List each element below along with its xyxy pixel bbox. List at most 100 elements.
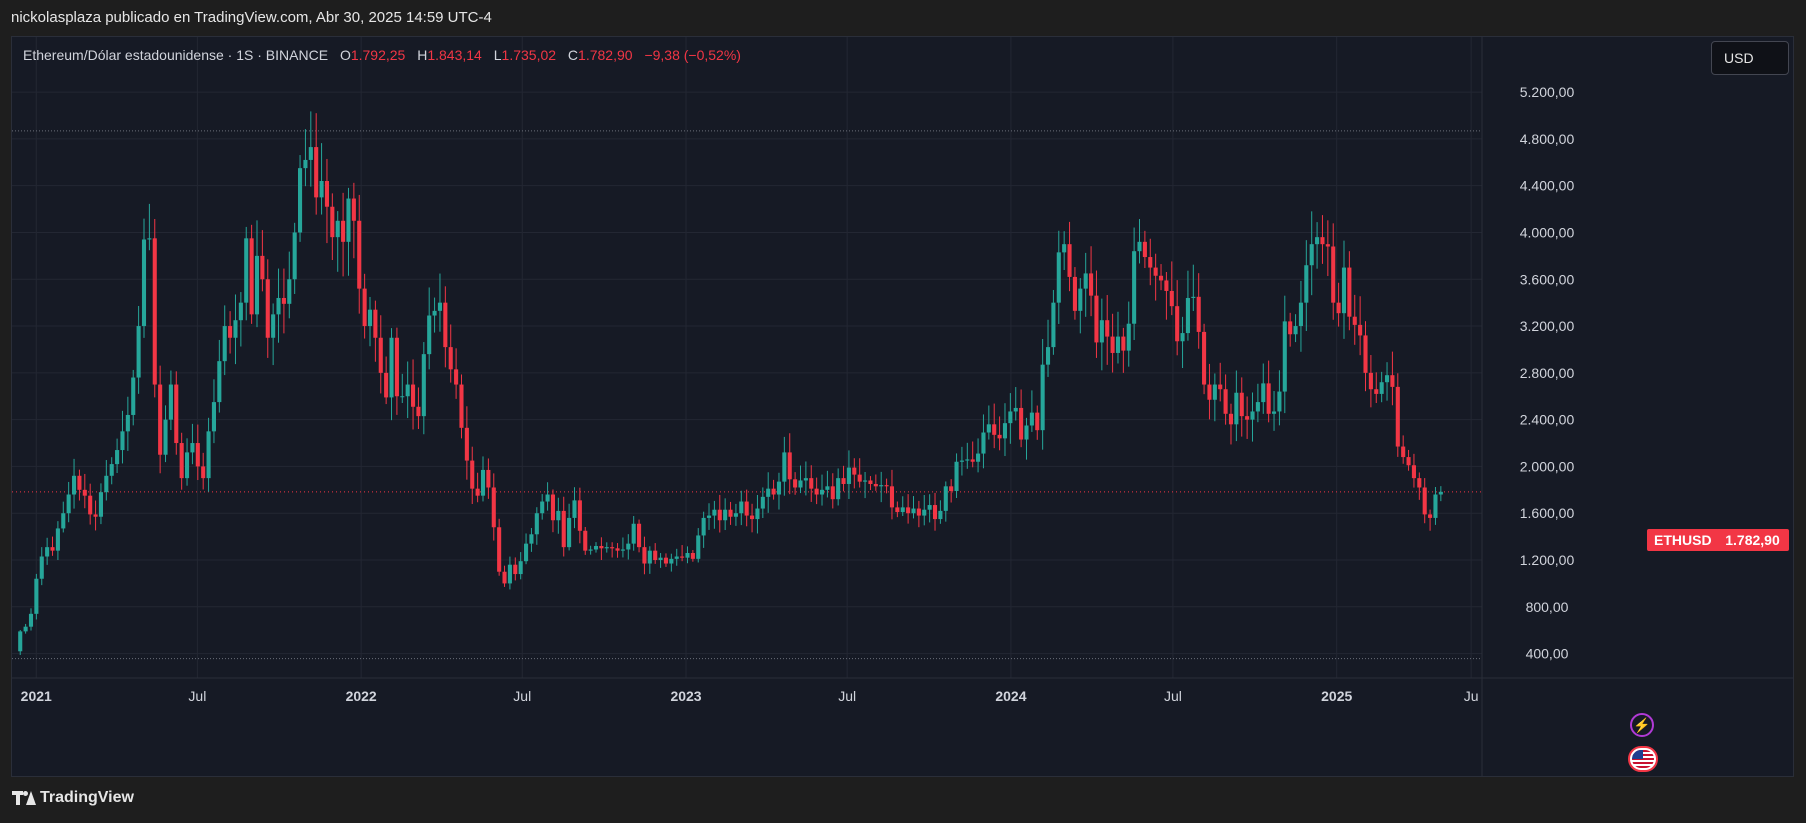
candle-body — [739, 501, 744, 514]
candle-body — [1067, 244, 1072, 277]
price-tick-label: 800,00 — [1526, 599, 1569, 615]
brand-name: TradingView — [40, 789, 134, 806]
price-tick-label: 3.600,00 — [1520, 271, 1575, 287]
candle-body — [367, 309, 373, 327]
candle-body — [846, 467, 851, 484]
candle-body — [254, 255, 260, 315]
time-tick-label: Jul — [513, 688, 531, 704]
candle-body — [986, 424, 991, 433]
candle-body — [421, 354, 426, 417]
candle-body — [911, 508, 916, 514]
price-tick-label: 2.800,00 — [1520, 365, 1575, 381]
candle-body — [959, 460, 964, 462]
price-chart[interactable]: 400,00 800,00 1.200,00 1.600,00 2.000,00 2.40… — [12, 37, 1793, 776]
candle-body — [28, 613, 34, 627]
candle-body — [174, 384, 179, 444]
candle-body — [825, 486, 830, 490]
candle-body — [868, 480, 873, 484]
candle-body — [98, 492, 103, 517]
candle-body — [604, 547, 609, 549]
candle-body — [1395, 386, 1400, 447]
candle-body — [454, 369, 459, 385]
candle-body — [949, 486, 954, 491]
candle-body — [319, 181, 324, 198]
legend-change: −9,38 (−0,52%) — [644, 47, 741, 63]
candle-body — [1379, 382, 1384, 394]
candle-body — [1019, 407, 1024, 440]
candle-body — [906, 507, 911, 514]
candle-body — [1422, 487, 1427, 515]
candle-body — [233, 320, 238, 338]
candle-body — [131, 377, 136, 415]
candle-body — [696, 535, 701, 559]
candle-body — [201, 466, 206, 479]
candle-body — [39, 556, 44, 579]
candle-body — [464, 427, 469, 461]
candle-body — [895, 507, 900, 513]
candle-body — [954, 461, 959, 491]
candle-body — [1002, 423, 1008, 439]
candle-body — [378, 337, 383, 373]
chart-frame[interactable]: 400,00 800,00 1.200,00 1.600,00 2.000,00 2.40… — [11, 36, 1794, 777]
candle-body — [529, 534, 534, 544]
lightning-icon[interactable]: ⚡ — [1630, 713, 1654, 737]
candle-body — [1255, 402, 1260, 412]
candle-body — [814, 488, 819, 495]
candle-body — [66, 494, 71, 514]
candle-body — [190, 443, 195, 453]
candle-body — [1115, 336, 1121, 353]
candle-body — [1288, 321, 1293, 335]
candle-body — [335, 220, 340, 238]
candle-body — [534, 513, 539, 535]
legend-high-value: 1.843,14 — [427, 47, 482, 63]
candle-body — [1433, 494, 1438, 518]
time-tick-label: Jul — [838, 688, 856, 704]
candle-body — [351, 198, 356, 221]
candle-body — [50, 547, 55, 551]
ticker-label: ETHUSD — [1647, 529, 1719, 551]
candle-body — [1384, 375, 1390, 383]
candle-body — [1169, 290, 1174, 307]
candle-body — [1282, 321, 1287, 392]
candle-body — [238, 302, 243, 321]
candle-body — [599, 545, 604, 549]
us-flag-icon[interactable] — [1628, 746, 1658, 772]
candle-body — [1110, 336, 1115, 353]
candle-body — [287, 279, 292, 304]
candle-body — [1411, 465, 1416, 479]
candle-body — [104, 475, 109, 493]
candle-body — [1164, 280, 1169, 291]
candle-body — [728, 509, 733, 517]
currency-button[interactable]: USD — [1711, 41, 1789, 75]
legend-symbol: Ethereum/Dólar estadounidense · 1S · BIN… — [23, 47, 329, 63]
candle-body — [163, 419, 168, 455]
candle-body — [45, 547, 50, 557]
candle-body — [1293, 326, 1298, 335]
candle-body — [976, 453, 981, 462]
time-tick-label: 2021 — [21, 688, 52, 704]
candle-body — [879, 485, 884, 487]
time-tick-label: 2024 — [995, 688, 1026, 704]
candle-body — [1078, 288, 1083, 311]
time-tick-label: Jul — [188, 688, 206, 704]
legend-low-label: L — [493, 47, 502, 63]
candle-body — [1239, 392, 1244, 417]
candle-body — [1121, 336, 1126, 351]
candle-body — [723, 509, 728, 521]
candle-body — [620, 549, 625, 551]
candle-body — [798, 480, 803, 488]
candle-body — [1358, 324, 1363, 336]
candle-body — [561, 510, 566, 548]
candle-body — [416, 406, 421, 417]
candle-body — [1045, 347, 1051, 365]
candle-body — [900, 507, 905, 513]
candle-body — [1180, 333, 1185, 342]
candle-body — [1035, 412, 1040, 431]
candle-body — [1013, 407, 1018, 412]
candle-body — [292, 232, 297, 280]
legend-high-label: H — [417, 47, 428, 63]
candle-body — [427, 315, 432, 355]
candle-body — [486, 469, 491, 488]
tradingview-brand[interactable]: TradingView — [12, 789, 134, 807]
candle-body — [61, 513, 66, 529]
